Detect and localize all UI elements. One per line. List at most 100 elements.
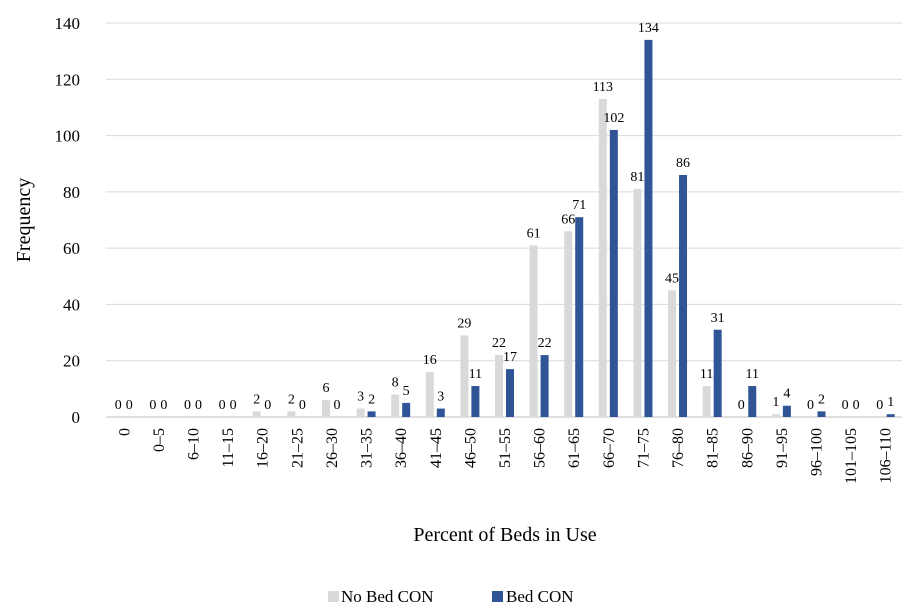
- bar-no-bed-con-7: [356, 408, 365, 417]
- x-tick-label: 16–20: [255, 428, 272, 468]
- y-tick-label: 140: [55, 14, 81, 33]
- data-label-no-bed-con-22: 0: [876, 398, 883, 413]
- bar-bed-con-13: [575, 217, 584, 417]
- data-label-bed-con-1: 0: [160, 398, 167, 413]
- x-tick-label: 46–50: [462, 428, 479, 468]
- bar-no-bed-con-17: [702, 386, 711, 417]
- bar-no-bed-con-4: [252, 411, 261, 417]
- x-tick-label: 101–105: [843, 428, 860, 484]
- legend-swatch-no-bed-con: [328, 591, 339, 602]
- gridlines: [106, 22, 902, 418]
- bar-bed-con-16: [679, 174, 688, 417]
- bar-no-bed-con-14: [598, 98, 607, 417]
- y-tick-label: 0: [72, 408, 81, 427]
- y-tick-label: 20: [63, 352, 80, 371]
- data-label-no-bed-con-20: 0: [807, 398, 814, 413]
- data-label-bed-con-19: 4: [783, 387, 790, 402]
- data-label-no-bed-con-17: 11: [700, 367, 713, 382]
- bar-bed-con-22: [886, 414, 895, 417]
- data-label-bed-con-12: 22: [538, 336, 552, 351]
- data-label-no-bed-con-18: 0: [738, 398, 745, 413]
- x-tick-label: 41–45: [428, 428, 445, 468]
- legend-item-no-bed-con: No Bed CON: [328, 587, 434, 606]
- bar-no-bed-con-13: [564, 231, 573, 417]
- bar-no-bed-con-10: [460, 335, 469, 417]
- data-label-no-bed-con-0: 0: [115, 398, 122, 413]
- x-tick-label: 76–80: [670, 428, 687, 468]
- x-tick-label: 91–95: [774, 428, 791, 468]
- x-tick-label: 0–5: [151, 428, 168, 452]
- data-label-no-bed-con-16: 45: [665, 271, 679, 286]
- y-tick-label: 60: [63, 239, 80, 258]
- y-axis-ticks: 0 20 40 60 80 100 120 140: [55, 14, 81, 427]
- data-label-bed-con-15: 134: [638, 21, 659, 36]
- data-label-bed-con-0: 0: [126, 398, 133, 413]
- legend-label-no-bed-con: No Bed CON: [341, 587, 434, 606]
- legend-item-bed-con: Bed CON: [492, 587, 574, 606]
- bar-no-bed-con-12: [529, 245, 538, 417]
- y-tick-label: 40: [63, 295, 80, 314]
- data-label-no-bed-con-15: 81: [630, 170, 644, 185]
- data-label-bed-con-22: 1: [887, 395, 894, 410]
- data-label-no-bed-con-9: 16: [423, 353, 437, 368]
- bar-bed-con-12: [540, 355, 549, 417]
- data-label-no-bed-con-21: 0: [842, 398, 849, 413]
- bar-bed-con-9: [436, 408, 445, 417]
- legend-label-bed-con: Bed CON: [506, 587, 574, 606]
- data-label-bed-con-3: 0: [230, 398, 237, 413]
- data-label-bed-con-5: 0: [299, 398, 306, 413]
- data-label-bed-con-6: 0: [333, 398, 340, 413]
- x-tick-label: 31–35: [359, 428, 376, 468]
- data-label-bed-con-8: 5: [403, 384, 410, 399]
- bar-no-bed-con-5: [287, 411, 296, 417]
- y-tick-label: 80: [63, 183, 80, 202]
- data-label-bed-con-14: 102: [603, 111, 624, 126]
- data-label-no-bed-con-12: 61: [527, 226, 541, 241]
- legend-swatch-bed-con: [492, 591, 503, 602]
- data-label-no-bed-con-10: 29: [457, 316, 471, 331]
- bar-no-bed-con-19: [771, 414, 780, 417]
- data-label-no-bed-con-2: 0: [184, 398, 191, 413]
- x-tick-label: 11–15: [220, 428, 237, 467]
- x-tick-label: 96–100: [808, 428, 825, 476]
- bar-bed-con-17: [713, 329, 722, 417]
- x-tick-label: 71–75: [635, 428, 652, 468]
- data-label-no-bed-con-19: 1: [772, 395, 779, 410]
- bar-bed-con-20: [817, 411, 826, 417]
- data-label-bed-con-20: 2: [818, 392, 825, 407]
- x-axis-ticks: 0 0–5 6–10 11–15 16–20 21–25 26–30 31–35 36–40 41…: [116, 428, 894, 484]
- data-label-no-bed-con-3: 0: [219, 398, 226, 413]
- y-tick-label: 100: [55, 127, 81, 146]
- x-tick-label: 21–25: [289, 428, 306, 468]
- y-tick-label: 120: [55, 70, 81, 89]
- data-label-bed-con-10: 11: [469, 367, 482, 382]
- bar-no-bed-con-15: [633, 189, 642, 417]
- bar-bed-con-15: [644, 39, 653, 418]
- x-tick-label: 26–30: [324, 428, 341, 468]
- data-label-bed-con-11: 17: [503, 350, 517, 365]
- x-tick-label: 106–110: [878, 428, 895, 483]
- bar-bed-con-7: [367, 411, 376, 417]
- x-tick-label: 36–40: [393, 428, 410, 468]
- y-axis-title: Frequency: [13, 178, 35, 262]
- x-tick-label: 51–55: [497, 428, 514, 468]
- data-label-no-bed-con-8: 8: [392, 375, 399, 390]
- bars: [252, 39, 895, 418]
- x-axis-title: Percent of Beds in Use: [413, 524, 596, 546]
- bar-bed-con-10: [471, 386, 480, 417]
- data-label-bed-con-4: 0: [264, 398, 271, 413]
- bar-bed-con-8: [402, 402, 411, 417]
- data-label-bed-con-18: 11: [746, 367, 759, 382]
- data-label-bed-con-2: 0: [195, 398, 202, 413]
- x-tick-label: 6–10: [186, 428, 203, 460]
- bar-bed-con-11: [506, 369, 514, 417]
- bar-no-bed-con-9: [425, 371, 434, 417]
- legend: No Bed CON Bed CON: [328, 587, 574, 606]
- x-tick-label: 81–85: [705, 428, 722, 468]
- data-label-no-bed-con-6: 6: [322, 381, 329, 396]
- data-label-no-bed-con-1: 0: [149, 398, 156, 413]
- data-label-no-bed-con-5: 2: [288, 392, 295, 407]
- bar-no-bed-con-8: [391, 394, 400, 417]
